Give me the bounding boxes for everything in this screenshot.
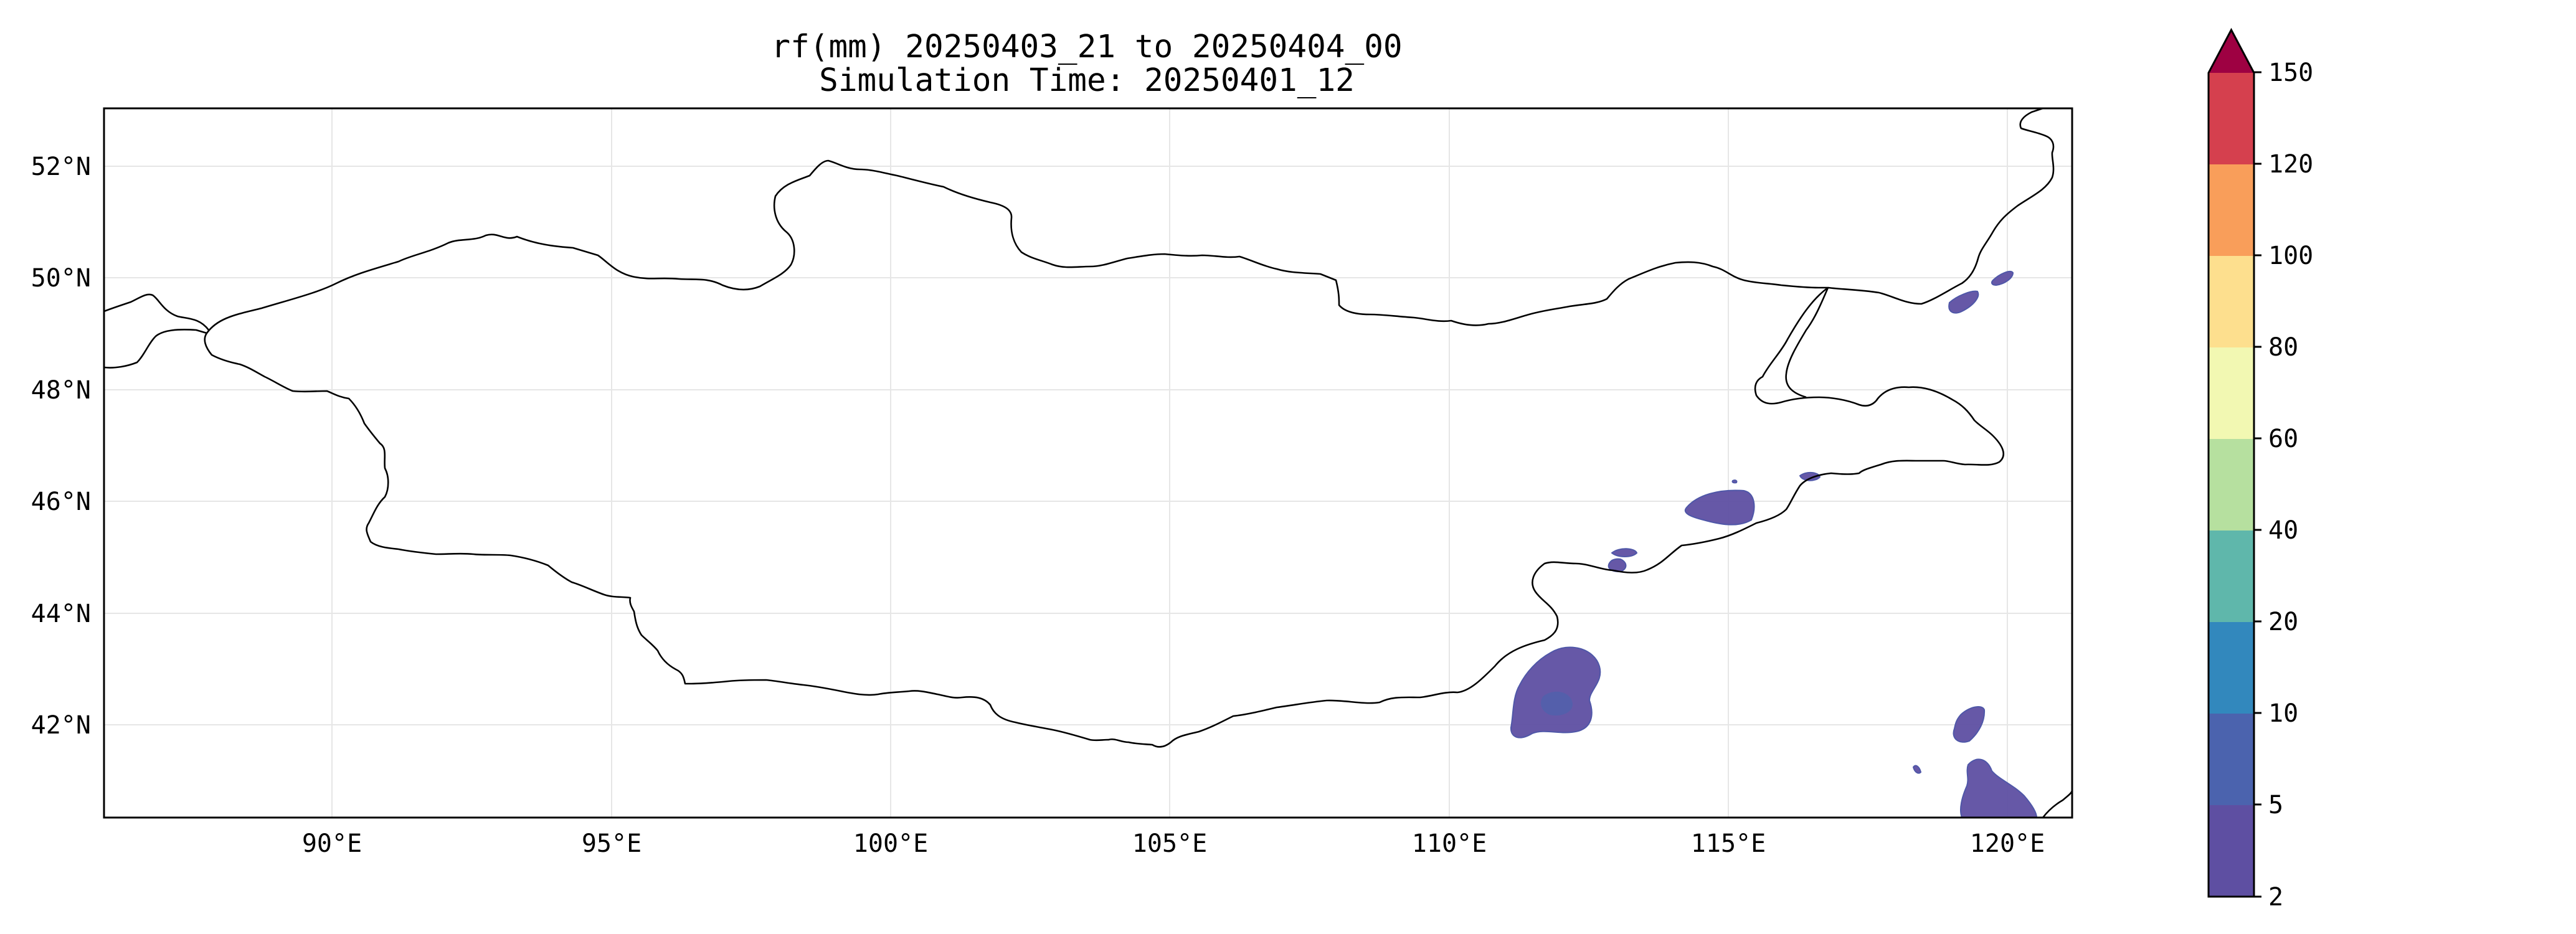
china-inner-border: [1827, 286, 1880, 294]
lon-tick-label: 110°E: [1412, 829, 1487, 858]
colorbar-label: 20: [2268, 608, 2298, 636]
northeast-coast-border: [1878, 107, 2055, 305]
lat-tick-label: 48°N: [31, 376, 91, 405]
gridlines: [104, 108, 2072, 818]
lon-tick-label: 100°E: [853, 829, 928, 858]
precip-patch-small-1: [1608, 558, 1627, 573]
colorbar: 2 5 10 20 40 60 80 100 120 150: [2207, 27, 2313, 912]
colorbar-label: 150: [2268, 59, 2313, 87]
colorbar-label: 2: [2268, 883, 2283, 912]
colorbar-band: [2209, 804, 2254, 897]
colorbar-band: [2209, 713, 2254, 805]
western-border-segment: [103, 293, 210, 331]
lat-tick-label: 46°N: [31, 488, 91, 516]
colorbar-band: [2209, 72, 2254, 164]
lat-tick-label: 50°N: [31, 264, 91, 293]
lon-tick-label: 90°E: [302, 829, 362, 858]
lat-tick-label: 44°N: [31, 600, 91, 628]
colorbar-ticks: [2254, 71, 2261, 898]
lat-tick-label: 42°N: [31, 711, 91, 740]
map-panel: [103, 107, 2073, 819]
colorbar-label: 5: [2268, 791, 2283, 819]
lon-tick-label: 120°E: [1970, 829, 2045, 858]
lat-tick-label: 52°N: [31, 153, 91, 181]
colorbar-band: [2209, 530, 2254, 622]
colorbar-extend-triangle: [2209, 30, 2254, 73]
colorbar-band: [2209, 164, 2254, 256]
precip-patch-southeast-2: [1960, 758, 2038, 818]
colorbar-label: 80: [2268, 333, 2298, 362]
mongolia-border: [204, 159, 2004, 748]
western-border-segment-2: [103, 329, 207, 369]
precip-patch-small-2: [1611, 548, 1638, 557]
title-line-1: rf(mm) 20250403_21 to 20250404_00: [771, 29, 1402, 65]
colorbar-label: 10: [2268, 699, 2298, 728]
eastern-border-segment: [1785, 287, 1829, 399]
colorbar-band: [2209, 438, 2254, 531]
lon-tick-label: 105°E: [1132, 829, 1207, 858]
latitude-tick-labels: 52°N 50°N 48°N 46°N 44°N 42°N: [31, 153, 91, 740]
precip-patch-southeast-3: [1912, 765, 1922, 774]
lon-tick-label: 115°E: [1691, 829, 1766, 858]
colorbar-band: [2209, 347, 2254, 439]
longitude-tick-labels: 90°E 95°E 100°E 105°E 110°E 115°E 120°E: [302, 829, 2045, 858]
lon-tick-label: 95°E: [582, 829, 642, 858]
precip-patch-northeast-2: [1991, 270, 2014, 286]
colorbar-label: 100: [2268, 242, 2313, 270]
colorbar-label: 60: [2268, 425, 2298, 453]
colorbar-band: [2209, 255, 2254, 347]
colorbar-outline: [2207, 27, 2255, 898]
southeast-coast-border: [2042, 790, 2073, 818]
map-frame: [103, 107, 2073, 819]
precip-patch-northeast-1: [1948, 290, 1979, 314]
title-line-2: Simulation Time: 20250401_12: [819, 62, 1355, 99]
precip-patch-small-3: [1799, 472, 1821, 481]
colorbar-band: [2209, 621, 2254, 714]
precip-patch-east-mongolia: [1685, 489, 1755, 526]
precipitation-areas: [1510, 270, 2038, 818]
precip-patch-southeast-1: [1953, 705, 1986, 743]
colorbar-label: 40: [2268, 516, 2298, 545]
colorbar-labels: 2 5 10 20 40 60 80 100 120 150: [2268, 59, 2313, 912]
precip-patch-small-4: [1731, 479, 1738, 484]
colorbar-label: 120: [2268, 150, 2313, 179]
